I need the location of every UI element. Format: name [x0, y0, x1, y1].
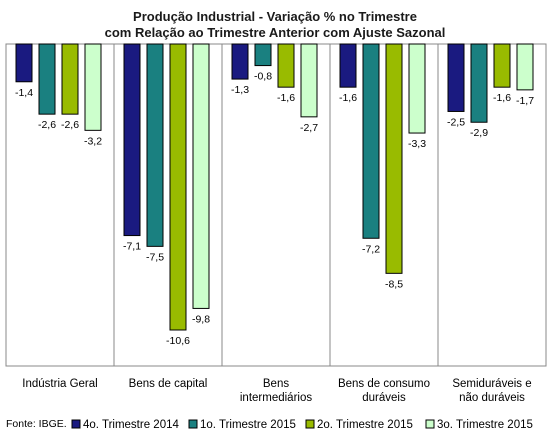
bar — [254, 43, 272, 67]
data-label: -3,3 — [408, 138, 426, 150]
legend-swatch — [425, 419, 435, 429]
bar — [15, 43, 33, 83]
bar — [277, 43, 295, 88]
bar — [61, 43, 79, 115]
source-note: Fonte: IBGE. — [6, 418, 67, 430]
legend-swatch — [71, 419, 81, 429]
bar — [447, 43, 465, 112]
bar — [38, 43, 56, 115]
legend-label: 3o. Trimestre 2015 — [437, 419, 533, 431]
category-label: Semiduráveis e — [452, 378, 531, 390]
bar — [146, 43, 164, 247]
bar — [385, 43, 403, 274]
legend-label: 2o. Trimestre 2015 — [317, 419, 413, 431]
legend-label: 4o. Trimestre 2014 — [83, 419, 179, 431]
bar — [493, 43, 511, 88]
data-label: -2,5 — [447, 116, 465, 128]
data-label: -10,6 — [166, 335, 190, 347]
bar — [516, 43, 534, 91]
category-label: Bens de capital — [129, 378, 208, 390]
bar — [408, 43, 426, 134]
data-label: -8,5 — [385, 278, 403, 290]
data-label: -1,6 — [493, 92, 511, 104]
data-label: -0,8 — [254, 71, 272, 83]
data-label: -2,6 — [61, 119, 79, 131]
legend-swatch — [188, 419, 198, 429]
legend-swatch — [305, 419, 315, 429]
category-label: não duráveis — [459, 392, 525, 404]
category-label: Bens de consumo — [338, 378, 430, 390]
legend-label: 1o. Trimestre 2015 — [200, 419, 296, 431]
category-label: Bens — [263, 378, 289, 390]
category-label: Indústria Geral — [22, 378, 97, 390]
data-label: -2,7 — [300, 122, 318, 134]
chart-title: Produção Industrial - Variação % no Trim… — [133, 9, 417, 24]
data-label: -7,2 — [362, 243, 380, 255]
data-label: -7,1 — [123, 241, 141, 253]
data-label: -2,9 — [470, 127, 488, 139]
bar — [470, 43, 488, 123]
data-label: -3,2 — [84, 135, 102, 147]
chart-subtitle: com Relação ao Trimestre Anterior com Aj… — [105, 25, 446, 40]
bar — [231, 43, 249, 80]
data-label: -1,4 — [15, 87, 33, 99]
bar — [192, 43, 210, 309]
category-label: duráveis — [362, 392, 406, 404]
data-label: -1,3 — [231, 84, 249, 96]
category-label: intermediários — [240, 392, 312, 404]
data-label: -1,6 — [277, 92, 295, 104]
bar — [362, 43, 380, 239]
bar — [84, 43, 102, 131]
data-label: -9,8 — [192, 313, 210, 325]
bar — [300, 43, 318, 118]
bar — [123, 43, 141, 237]
data-label: -1,7 — [516, 95, 534, 107]
bar — [169, 43, 187, 331]
data-label: -2,6 — [38, 119, 56, 131]
bar — [339, 43, 357, 88]
data-label: -7,5 — [146, 251, 164, 263]
data-label: -1,6 — [339, 92, 357, 104]
